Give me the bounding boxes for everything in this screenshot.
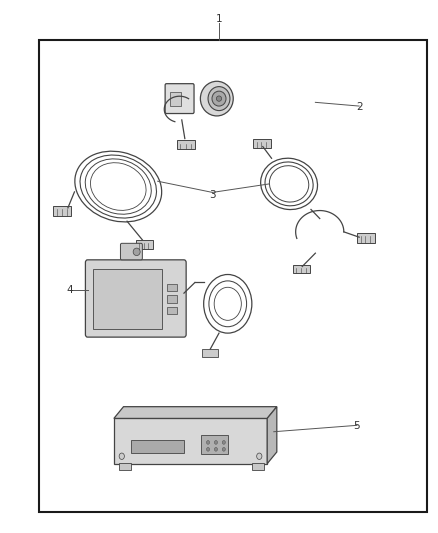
FancyBboxPatch shape	[165, 84, 194, 114]
FancyBboxPatch shape	[53, 206, 71, 216]
Polygon shape	[267, 407, 277, 464]
FancyBboxPatch shape	[120, 243, 142, 260]
FancyBboxPatch shape	[93, 269, 162, 329]
Ellipse shape	[216, 96, 222, 101]
Polygon shape	[114, 407, 277, 418]
Ellipse shape	[223, 448, 225, 451]
Text: 3: 3	[209, 190, 216, 199]
FancyBboxPatch shape	[131, 440, 184, 453]
Ellipse shape	[223, 440, 225, 445]
Ellipse shape	[212, 91, 226, 106]
Ellipse shape	[200, 82, 233, 116]
FancyBboxPatch shape	[202, 349, 218, 357]
Bar	[114, 418, 267, 464]
FancyBboxPatch shape	[170, 92, 181, 106]
FancyBboxPatch shape	[357, 233, 375, 243]
Text: 5: 5	[353, 422, 360, 431]
Bar	[119, 463, 131, 470]
Ellipse shape	[257, 453, 262, 459]
Ellipse shape	[215, 448, 217, 451]
FancyBboxPatch shape	[85, 260, 186, 337]
FancyBboxPatch shape	[253, 139, 271, 148]
Bar	[252, 463, 264, 470]
Ellipse shape	[207, 448, 209, 451]
Ellipse shape	[119, 453, 124, 459]
Text: 4: 4	[67, 286, 74, 295]
FancyBboxPatch shape	[177, 140, 195, 149]
Bar	[39, 40, 427, 512]
FancyBboxPatch shape	[167, 307, 177, 314]
FancyBboxPatch shape	[201, 435, 228, 454]
Text: 1: 1	[215, 14, 223, 23]
FancyBboxPatch shape	[167, 295, 177, 303]
FancyBboxPatch shape	[167, 284, 177, 291]
Ellipse shape	[133, 248, 140, 255]
Text: 2: 2	[356, 102, 363, 111]
Ellipse shape	[208, 86, 230, 111]
FancyBboxPatch shape	[293, 265, 310, 273]
Ellipse shape	[207, 440, 209, 445]
Ellipse shape	[215, 440, 217, 445]
FancyBboxPatch shape	[136, 240, 153, 249]
